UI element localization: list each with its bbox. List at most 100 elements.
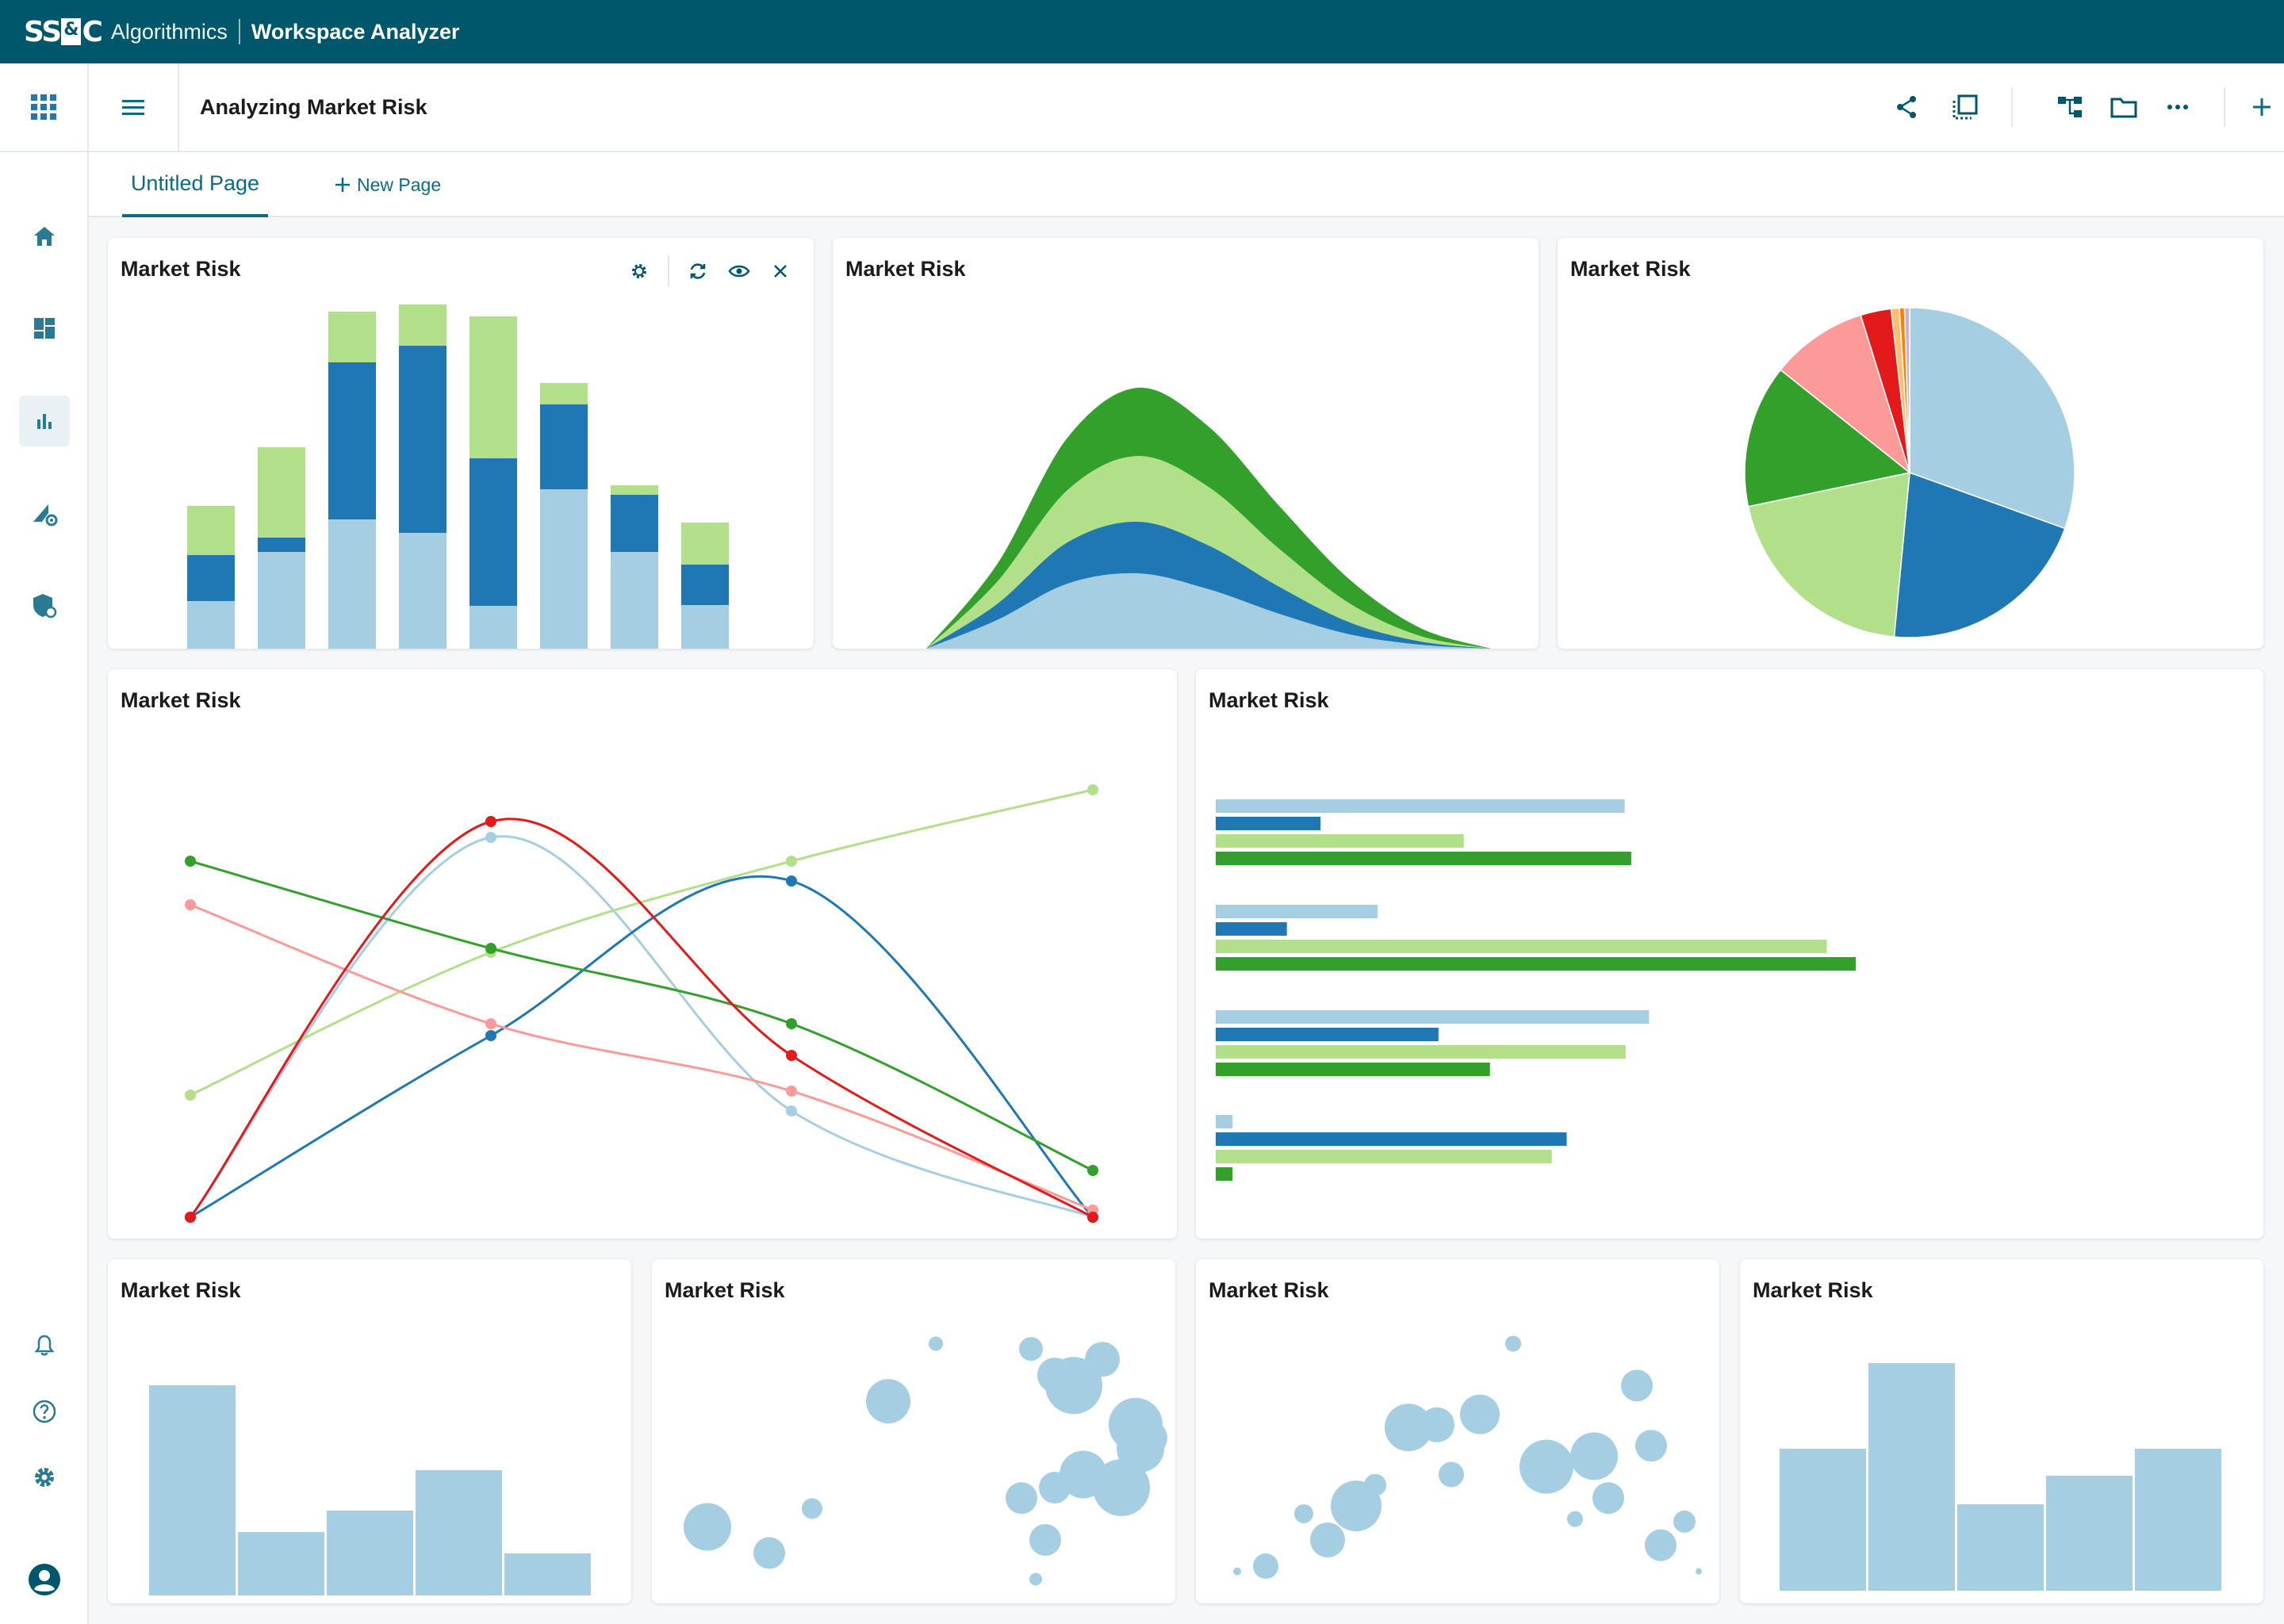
line-point [485,832,496,843]
widget-horizontal-bar[interactable]: Market Risk [1196,669,2263,1239]
histogram-bar [149,1385,236,1595]
rail-profile-button[interactable] [19,1554,70,1605]
app-launcher-button[interactable] [0,63,87,152]
pie-slice [1903,307,1910,473]
bar-segment [681,565,729,605]
widget-title: Market Risk [1570,257,1691,281]
line-series [189,835,1094,1219]
hbar [1216,1132,1567,1146]
widget-stacked-bar[interactable]: Market Risk [108,238,814,649]
rail-design-button[interactable] [19,488,70,538]
home-icon [34,227,55,246]
new-page-button[interactable]: New Page [335,152,441,217]
bar-segment [540,489,588,649]
line-chart [185,784,1098,1223]
bubble-point [1645,1529,1677,1561]
line-series [190,903,1094,1212]
bubble-chart [1233,1335,1702,1579]
logo-amp: & [61,18,82,45]
pie-slice [1744,369,1911,508]
bar-segment [258,538,305,552]
line-point [485,816,496,827]
bubble-point [1039,1472,1071,1503]
rail-analytics-button[interactable] [19,396,70,446]
bar-segment [328,312,376,362]
close-icon [774,265,787,278]
line-point [1087,1165,1098,1176]
histogram-bar [327,1511,413,1595]
bubble-point [1085,1342,1120,1377]
line-series [189,818,1094,1219]
widget-preview-button[interactable] [722,254,757,289]
rail-help-button[interactable] [19,1386,70,1437]
eye-icon [728,265,750,278]
new-page-label: New Page [357,174,442,195]
bubble-point [802,1498,822,1519]
widget-line[interactable]: Market Risk [108,669,1177,1239]
tab-untitled-page[interactable]: Untitled Page [122,152,268,217]
line-point [485,1018,496,1029]
bubble-point [1233,1567,1241,1576]
logo-ss: SS [24,15,62,48]
bar-segment [681,523,729,565]
bubble-point [1505,1335,1521,1352]
bubble-point [1592,1482,1624,1515]
bubble-point [1045,1357,1102,1415]
rail-dashboard-button[interactable] [19,303,70,354]
bar-segment [328,362,376,519]
widget-pie[interactable]: Market Risk [1558,238,2263,649]
menu-button[interactable] [89,63,179,151]
user-avatar-icon [29,1564,60,1595]
widget-close-button[interactable] [763,254,798,289]
widget-area[interactable]: Market Risk [833,238,1539,649]
widget-histogram-b[interactable]: Market Risk [1740,1259,2263,1603]
toolbar-divider [668,255,669,287]
bar-segment [469,458,517,606]
select-frame-icon [1953,94,1978,120]
share-button[interactable] [1884,85,1929,129]
hbar [1216,957,1857,971]
widget-histogram-a[interactable]: Market Risk [108,1259,631,1603]
shield-settings-icon [33,594,57,619]
bubble-point [1635,1430,1667,1462]
bubble-point [1019,1337,1043,1362]
bubble-point [929,1336,943,1351]
widget-bubble-a[interactable]: Market Risk [652,1259,1175,1603]
widget-settings-button[interactable] [622,254,657,289]
bar-segment [187,601,235,649]
hierarchy-button[interactable] [2048,85,2092,129]
bubble-point [684,1503,731,1551]
rail-home-button[interactable] [19,211,70,262]
bar-segment [611,485,658,495]
line-point [185,1090,196,1101]
line-point [786,1018,797,1029]
bubble-point [866,1379,910,1424]
more-options-button[interactable] [2156,85,2200,129]
bar-segment [540,383,588,404]
add-widget-button[interactable] [2240,85,2284,129]
bell-icon [34,1335,55,1356]
stacked-area-chart [926,387,1491,649]
bar-segment [187,555,235,601]
header-divider [2011,87,2013,127]
hbar [1216,799,1625,813]
bubble-point [1093,1459,1150,1516]
rail-notifications-button[interactable] [19,1320,70,1370]
widget-refresh-button[interactable] [680,254,715,289]
line-point [786,1086,797,1097]
rail-settings-button[interactable] [19,1452,70,1503]
line-point [485,943,496,954]
line-point [185,1212,196,1223]
gear-icon [35,1468,54,1487]
bar-segment [399,533,446,649]
bubble-point [753,1537,785,1569]
select-widgets-button[interactable] [1943,85,1987,129]
rail-security-button[interactable] [19,580,70,631]
open-folder-button[interactable] [2102,85,2146,129]
bubble-point [1621,1369,1653,1402]
widget-bubble-b[interactable]: Market Risk [1196,1259,1719,1603]
line-point [185,856,196,867]
share-icon [1897,96,1916,118]
bar-segment [399,304,446,346]
widget-title: Market Risk [665,1278,785,1302]
